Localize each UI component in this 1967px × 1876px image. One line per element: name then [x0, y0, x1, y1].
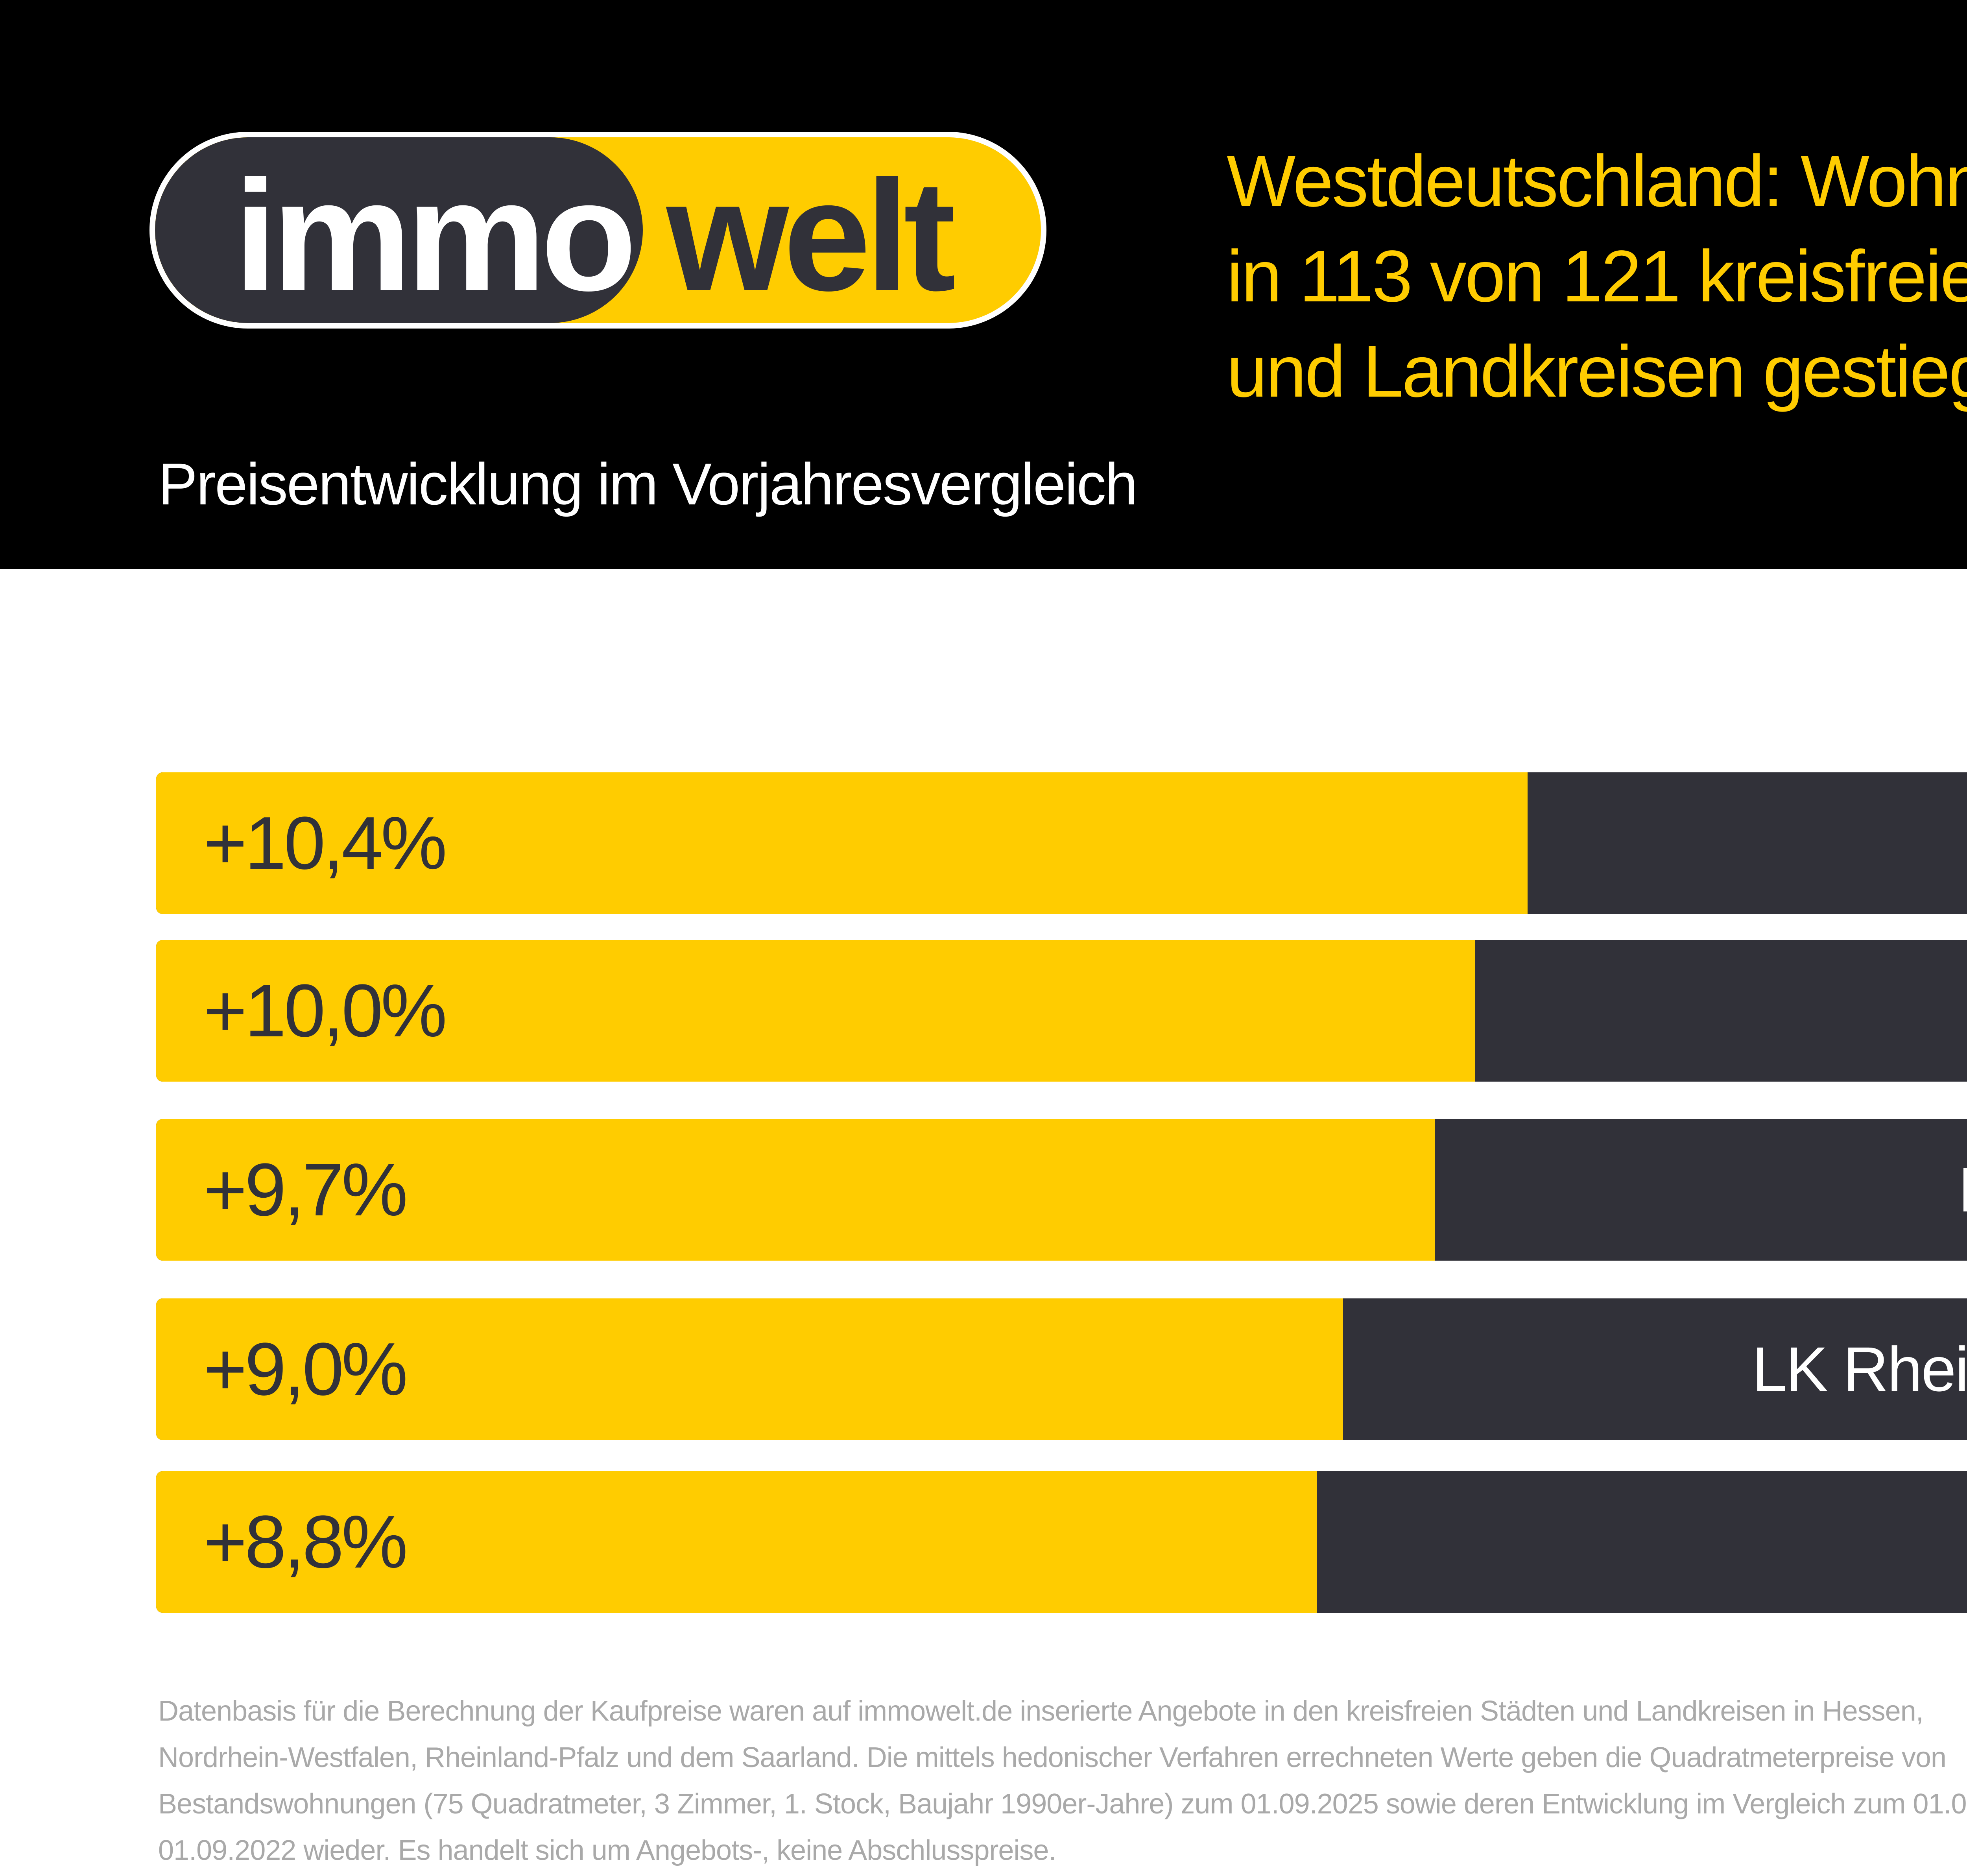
bar-row: +9,0% LK Rhein-Erft-Kreis [156, 1298, 1967, 1440]
footnote-line: Bestandswohnungen (75 Quadratmeter, 3 Zi… [158, 1788, 1967, 1820]
bar-row: +10,0% LK Unna [156, 940, 1967, 1082]
bar-fill [156, 1298, 1343, 1440]
footnote: Datenbasis für die Berechnung der Kaufpr… [158, 1688, 1967, 1874]
bar-row: +8,8% Bochum [156, 1471, 1967, 1613]
logo-text-immo: immo [234, 148, 637, 323]
headline-line-3: und Landkreisen gestiegen [1227, 331, 1967, 412]
bar-value-label: +10,4% [203, 801, 447, 885]
bar-row: +9,7% Leverkusen [156, 1119, 1967, 1261]
bar-category-label: Leverkusen [1958, 1119, 1967, 1261]
bar-fill [156, 1471, 1317, 1613]
headline-line-1: Westdeutschland: Wohnungspreise [1227, 140, 1967, 222]
bar-row: +10,4% Mainz [156, 772, 1967, 914]
bar-fill [156, 940, 1475, 1082]
bar-value-label: +8,8% [203, 1500, 408, 1584]
bar-value-label: +9,7% [203, 1148, 408, 1232]
header: immo welt Preisentwicklung im Vorjahresv… [0, 0, 1967, 569]
immowelt-logo: immo welt [149, 132, 1046, 329]
footnote-line: Nordrhein-Westfalen, Rheinland-Pfalz und… [158, 1742, 1947, 1773]
logo-text-welt: welt [666, 148, 956, 323]
headline-line-2: in 113 von 121 kreisfreien Städten [1227, 236, 1967, 317]
bar-fill [156, 1119, 1436, 1261]
bar-category-label: LK Rhein-Erft-Kreis [1752, 1334, 1967, 1404]
bar-value-label: +10,0% [203, 969, 447, 1052]
chart-headline: Westdeutschland: Wohnungspreise in 113 v… [1227, 134, 1967, 419]
footnote-line: Datenbasis für die Berechnung der Kaufpr… [158, 1695, 1924, 1727]
footnote-line: 01.09.2022 wieder. Es handelt sich um An… [158, 1835, 1056, 1866]
logo-dark-segment [155, 137, 643, 323]
bar-fill [156, 772, 1528, 914]
bar-value-label: +9,0% [203, 1328, 408, 1411]
chart-subtitle: Preisentwicklung im Vorjahresvergleich [158, 451, 1138, 517]
logo-pill: immo welt [149, 132, 1046, 329]
